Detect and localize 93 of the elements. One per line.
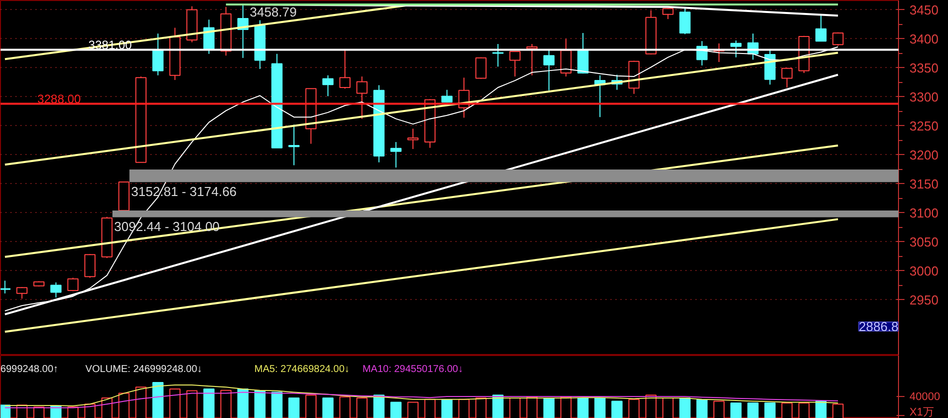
bar — [662, 397, 674, 418]
bar — [747, 402, 759, 418]
candlestick — [679, 8, 691, 35]
candlestick — [560, 38, 572, 77]
candlestick — [492, 44, 504, 68]
bar — [186, 390, 198, 418]
candlestick — [67, 277, 79, 292]
bar — [815, 400, 827, 418]
text: MA5: 274669824.00↓ — [254, 364, 350, 376]
bar — [305, 394, 317, 418]
candlestick — [441, 89, 453, 104]
text: X1万 — [910, 406, 934, 418]
bar — [407, 402, 419, 418]
candlestick — [543, 50, 555, 91]
ref-line-label: 3288.00 — [37, 92, 82, 106]
bar — [356, 397, 368, 418]
bar — [492, 394, 504, 418]
candlestick — [526, 44, 538, 76]
bar — [441, 399, 453, 418]
y-tick-label: 3400 — [910, 31, 938, 46]
bar — [271, 392, 283, 418]
candlestick — [0, 280, 11, 294]
text: 6999248.00↑ — [0, 364, 58, 376]
candlestick — [577, 32, 589, 74]
bar — [169, 388, 181, 418]
bar — [764, 402, 776, 418]
candlestick — [662, 8, 674, 20]
bar — [730, 402, 742, 418]
y-tick-label: 3000 — [910, 263, 938, 278]
bar — [373, 394, 385, 418]
candlestick — [832, 32, 844, 46]
bar — [798, 402, 810, 418]
candlestick — [152, 33, 164, 76]
y-tick-label: 3100 — [910, 205, 938, 220]
bar — [645, 394, 657, 418]
y-tick-label: 3350 — [910, 60, 938, 76]
text: VOLUME: 246999248.00↓ — [85, 364, 202, 376]
bar — [67, 406, 79, 418]
bar — [611, 400, 623, 418]
candlestick — [322, 74, 334, 97]
bar — [560, 396, 572, 418]
bar — [152, 382, 164, 418]
candlestick — [475, 56, 487, 80]
y-tick-label: 3450 — [910, 2, 938, 18]
y-tick-label: 2950 — [910, 292, 938, 308]
bar — [543, 397, 555, 418]
bar — [509, 397, 521, 418]
candlestick — [730, 40, 742, 58]
bar — [594, 397, 606, 418]
candlestick — [16, 286, 28, 300]
candlestick — [781, 67, 793, 88]
text: 2886.8 — [858, 318, 899, 334]
bar — [475, 397, 487, 418]
candlestick — [390, 142, 402, 168]
bar — [458, 398, 470, 418]
bar — [696, 399, 708, 418]
bar — [288, 397, 300, 418]
bar — [118, 392, 130, 418]
bar — [322, 397, 334, 418]
candlestick — [509, 50, 521, 77]
bar — [0, 404, 11, 418]
y-tick-label: 3200 — [910, 147, 938, 162]
candlestick — [50, 282, 62, 298]
candlestick — [339, 50, 351, 90]
bar — [135, 386, 147, 418]
candlestick — [288, 124, 300, 166]
text: 40000 — [910, 390, 940, 403]
text: MA10: 294550176.00↓ — [362, 364, 464, 376]
candlestick — [815, 15, 827, 42]
bar — [628, 398, 640, 418]
bar — [713, 400, 725, 418]
y-tick-label: 3050 — [910, 234, 938, 250]
bar — [390, 402, 402, 418]
y-tick-label: 3150 — [910, 176, 938, 192]
bar — [254, 390, 266, 418]
bar — [33, 406, 45, 418]
y-tick-label: 3250 — [910, 118, 938, 134]
bar — [424, 398, 436, 418]
candlestick — [118, 182, 130, 211]
bar — [526, 396, 538, 418]
bar — [781, 402, 793, 418]
bar — [679, 397, 691, 418]
bar — [220, 390, 232, 418]
candlestick — [407, 128, 419, 150]
bar — [577, 397, 589, 418]
bar — [339, 396, 351, 418]
bar — [832, 404, 844, 418]
annotation: 3458.79 — [250, 4, 297, 20]
bar — [237, 388, 249, 418]
candlestick — [356, 76, 368, 120]
candlestick — [84, 253, 96, 278]
y-tick-label: 3300 — [910, 89, 938, 104]
bar — [203, 388, 215, 418]
